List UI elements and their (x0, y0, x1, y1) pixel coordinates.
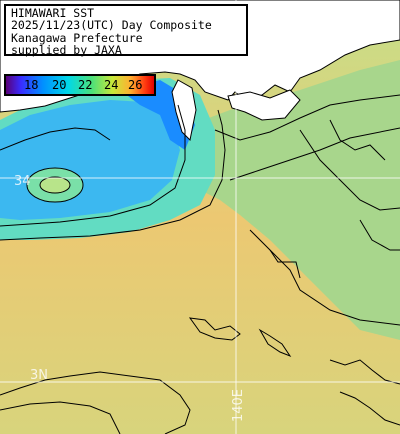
legend-tick-18: 18 (24, 78, 39, 92)
land-boso (227, 89, 301, 121)
sst-contours (0, 94, 400, 326)
title-box: HIMAWARI SST 2025/11/23(UTC) Day Composi… (4, 4, 248, 56)
title-line-3: Kanagawa Prefecture (11, 30, 143, 45)
lat-label-upper: 34 (14, 174, 31, 189)
southern-contours (0, 317, 400, 434)
title-line-1: HIMAWARI SST (11, 6, 95, 20)
color-legend: 18 20 22 24 26 (4, 74, 156, 96)
eddy-inner (39, 176, 71, 194)
lon-label: 140E (231, 388, 247, 423)
legend-tick-20: 20 (52, 78, 67, 92)
land-izu (171, 79, 197, 142)
title-line-4: supplied by JAXA (11, 42, 122, 57)
legend-tick-24: 24 (104, 78, 119, 92)
legend-tick-26: 26 (128, 78, 143, 92)
title-line-2: 2025/11/23(UTC) Day Composite (11, 18, 212, 33)
legend-tick-22: 22 (78, 78, 93, 92)
lat-label-lower: 3N (30, 368, 48, 383)
